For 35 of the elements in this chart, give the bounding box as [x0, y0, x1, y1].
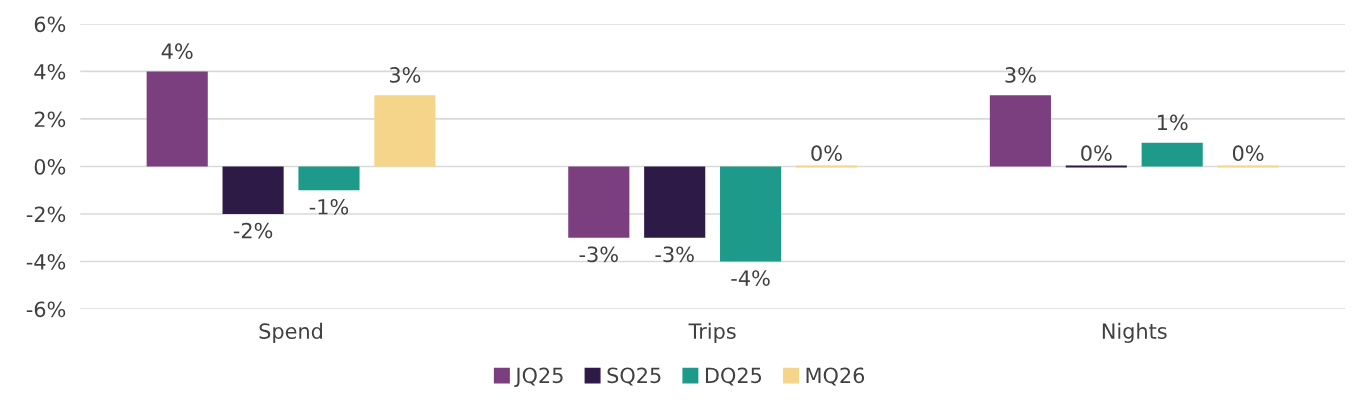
x-tick-label: Nights: [1102, 322, 1167, 344]
data-label: 3%: [389, 67, 421, 83]
bar: [298, 166, 360, 191]
bar: [374, 95, 436, 167]
x-tick-label: Spend: [259, 322, 322, 344]
y-tick-label: -2%: [26, 206, 66, 223]
data-label: -3%: [579, 246, 618, 263]
y-tick-label: 4%: [34, 63, 66, 80]
y-tick-label: 0%: [34, 158, 66, 175]
y-tick-label: 6%: [34, 16, 66, 33]
data-label: -3%: [655, 246, 694, 263]
bar: [146, 71, 208, 167]
data-label: -4%: [731, 270, 770, 286]
y-tick-label: 2%: [34, 111, 66, 128]
legend-label: JQ25: [514, 367, 563, 388]
x-tick-label: Trips: [688, 322, 736, 344]
data-label: 1%: [1157, 114, 1188, 131]
bar: [1141, 142, 1203, 167]
bar: [720, 166, 782, 262]
data-label: 0%: [1081, 145, 1112, 162]
data-label: 3%: [1005, 67, 1036, 83]
y-tick-label: -6%: [26, 301, 66, 318]
data-label: 4%: [161, 43, 193, 60]
bar: [989, 95, 1051, 167]
legend-label: SQ25: [607, 367, 661, 386]
bar: [568, 166, 630, 238]
bar: [222, 166, 284, 214]
data-label: -1%: [309, 198, 349, 215]
data-label: -2%: [233, 222, 273, 239]
data-label: 0%: [811, 145, 842, 162]
y-tick-label: -4%: [26, 253, 66, 270]
data-label: 0%: [1232, 145, 1264, 162]
bar: [644, 166, 706, 238]
legend-label: DQ25: [705, 367, 762, 386]
legend-label: MQ26: [806, 367, 865, 386]
